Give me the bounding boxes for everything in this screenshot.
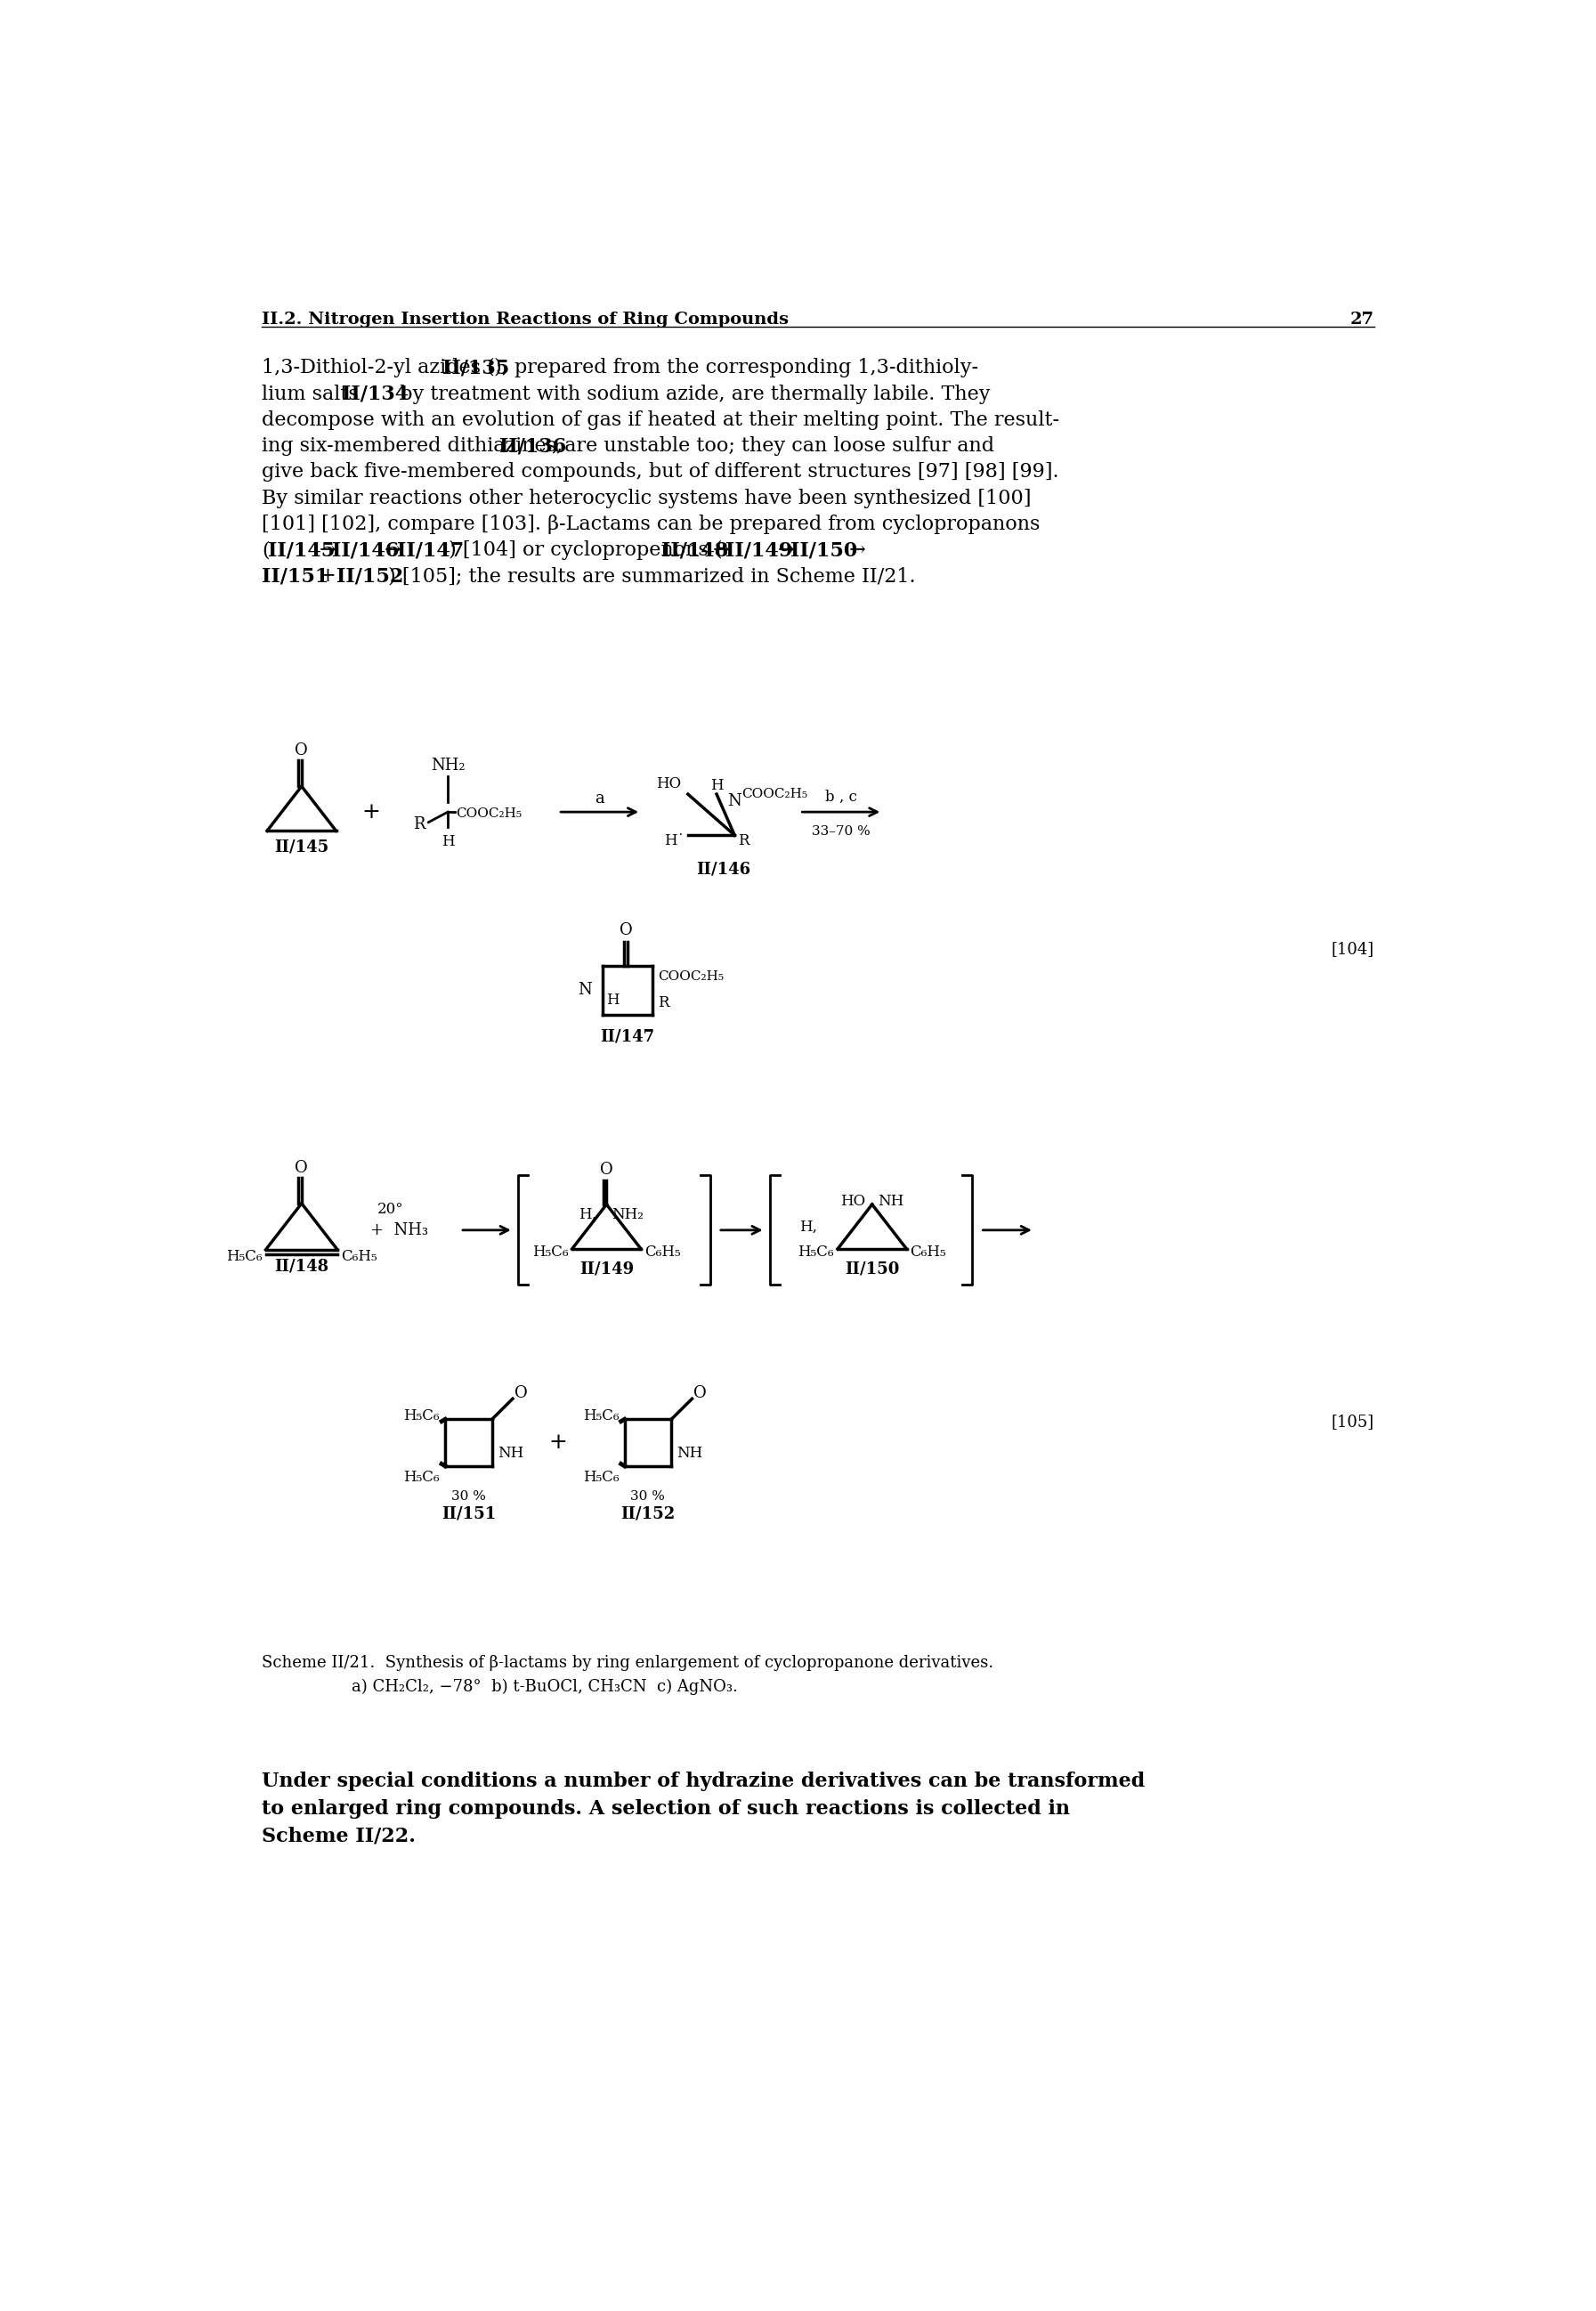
Text: II/145: II/145: [268, 541, 335, 559]
Text: II/152: II/152: [621, 1507, 675, 1521]
Text: →: →: [713, 541, 729, 559]
Text: ) [104] or cyclopropenons (: ) [104] or cyclopropenons (: [448, 541, 723, 559]
Text: ), prepared from the corresponding 1,3-dithioly-: ), prepared from the corresponding 1,3-d…: [495, 358, 978, 379]
Text: [105]: [105]: [1331, 1414, 1374, 1431]
Text: COOC₂H₅: COOC₂H₅: [658, 971, 723, 982]
Text: O: O: [619, 922, 632, 938]
Text: +: +: [313, 566, 343, 587]
Text: [101] [102], compare [103]. β-Lactams can be prepared from cyclopropanons: [101] [102], compare [103]. β-Lactams ca…: [262, 515, 1041, 534]
Text: Scheme II/21.  Synthesis of β-lactams by ring enlargement of cyclopropanone deri: Scheme II/21. Synthesis of β-lactams by …: [262, 1655, 993, 1671]
Text: II/151: II/151: [440, 1507, 496, 1521]
Text: H₅C₆: H₅C₆: [583, 1407, 619, 1424]
Text: HO: HO: [656, 776, 681, 790]
Text: O: O: [514, 1384, 527, 1400]
Text: H: H: [606, 994, 619, 1008]
Text: II/150: II/150: [790, 541, 857, 559]
Text: 30 %: 30 %: [452, 1491, 485, 1502]
Text: H₅C₆: H₅C₆: [533, 1246, 568, 1259]
Text: NH: NH: [677, 1447, 702, 1461]
Text: decompose with an evolution of gas if heated at their melting point. The result-: decompose with an evolution of gas if he…: [262, 411, 1060, 430]
Text: II/147: II/147: [397, 541, 464, 559]
Text: by treatment with sodium azide, are thermally labile. They: by treatment with sodium azide, are ther…: [393, 384, 990, 404]
Text: Under special conditions a number of hydrazine derivatives can be transformed: Under special conditions a number of hyd…: [262, 1773, 1144, 1791]
Text: II/152: II/152: [337, 566, 404, 587]
Text: COOC₂H₅: COOC₂H₅: [742, 788, 808, 800]
Text: R: R: [658, 996, 669, 1010]
Text: NH: NH: [498, 1447, 523, 1461]
Text: give back five-membered compounds, but of different structures [97] [98] [99].: give back five-membered compounds, but o…: [262, 462, 1058, 483]
Text: R: R: [737, 832, 749, 848]
Text: HO: HO: [839, 1192, 865, 1209]
Text: II/147: II/147: [600, 1028, 654, 1045]
Text: ing six-membered dithiazines,: ing six-membered dithiazines,: [262, 437, 568, 455]
Text: NH: NH: [878, 1192, 903, 1209]
Text: NH₂: NH₂: [431, 758, 464, 774]
Text: N: N: [578, 982, 592, 998]
Text: H˙: H˙: [664, 832, 685, 848]
Text: NH₂: NH₂: [611, 1206, 643, 1223]
Text: H₅C₆: H₅C₆: [227, 1248, 262, 1264]
Text: 33–70 %: 33–70 %: [812, 825, 870, 837]
Text: a) CH₂Cl₂, −78°  b) t-BuOCl, CH₃CN  c) AgNO₃.: a) CH₂Cl₂, −78° b) t-BuOCl, CH₃CN c) AgN…: [351, 1678, 737, 1694]
Text: II/135: II/135: [442, 358, 509, 377]
Text: H₅C₆: H₅C₆: [404, 1470, 439, 1484]
Text: Scheme II/22.: Scheme II/22.: [262, 1826, 415, 1846]
Text: 27: 27: [1350, 312, 1374, 328]
Text: C₆H₅: C₆H₅: [645, 1246, 680, 1259]
Text: lium salts: lium salts: [262, 384, 365, 404]
Text: N: N: [728, 793, 741, 809]
Text: , are unstable too; they can loose sulfur and: , are unstable too; they can loose sulfu…: [552, 437, 994, 455]
Text: II/146: II/146: [332, 541, 399, 559]
Text: H₅C₆: H₅C₆: [798, 1246, 835, 1259]
Text: +: +: [361, 802, 380, 823]
Text: a: a: [595, 790, 605, 807]
Text: II/145: II/145: [275, 839, 329, 855]
Text: ) [105]; the results are summarized in Scheme II/21.: ) [105]; the results are summarized in S…: [388, 566, 916, 587]
Text: II/149: II/149: [579, 1262, 634, 1278]
Text: 30 %: 30 %: [630, 1491, 666, 1502]
Text: H: H: [710, 779, 723, 793]
Text: →: →: [843, 541, 865, 559]
Text: II.2. Nitrogen Insertion Reactions of Ring Compounds: II.2. Nitrogen Insertion Reactions of Ri…: [262, 312, 788, 328]
Text: O: O: [295, 1160, 308, 1176]
Text: II/134: II/134: [342, 384, 409, 404]
Text: b , c: b , c: [825, 790, 857, 804]
Text: to enlarged ring compounds. A selection of such reactions is collected in: to enlarged ring compounds. A selection …: [262, 1798, 1069, 1819]
Text: II/146: II/146: [696, 862, 752, 878]
Text: II/151: II/151: [262, 566, 329, 587]
Text: C₆H₅: C₆H₅: [342, 1248, 377, 1264]
Text: II/149: II/149: [726, 541, 793, 559]
Text: H₅C₆: H₅C₆: [404, 1407, 439, 1424]
Text: →: →: [385, 541, 401, 559]
Text: II/148: II/148: [275, 1259, 329, 1276]
Text: →: →: [777, 541, 795, 559]
Text: By similar reactions other heterocyclic systems have been synthesized [100]: By similar reactions other heterocyclic …: [262, 488, 1031, 508]
Text: +: +: [549, 1433, 568, 1454]
Text: +  NH₃: + NH₃: [370, 1223, 428, 1239]
Text: H,: H,: [578, 1206, 597, 1223]
Text: II/136: II/136: [500, 437, 567, 455]
Text: →: →: [319, 541, 337, 559]
Text: O: O: [693, 1384, 707, 1400]
Text: H₅C₆: H₅C₆: [583, 1470, 619, 1484]
Text: O: O: [600, 1162, 613, 1179]
Text: II/148: II/148: [661, 541, 728, 559]
Text: C₆H₅: C₆H₅: [910, 1246, 946, 1259]
Text: II/150: II/150: [844, 1262, 900, 1278]
Text: (: (: [262, 541, 270, 559]
Text: R: R: [413, 816, 425, 832]
Text: COOC₂H₅: COOC₂H₅: [456, 807, 522, 820]
Text: H: H: [442, 834, 455, 848]
Text: [104]: [104]: [1331, 941, 1374, 957]
Text: 1,3-Dithiol-2-yl azides (: 1,3-Dithiol-2-yl azides (: [262, 358, 495, 379]
Text: O: O: [295, 742, 308, 758]
Text: 20°: 20°: [378, 1202, 404, 1218]
Text: H,: H,: [800, 1220, 817, 1234]
